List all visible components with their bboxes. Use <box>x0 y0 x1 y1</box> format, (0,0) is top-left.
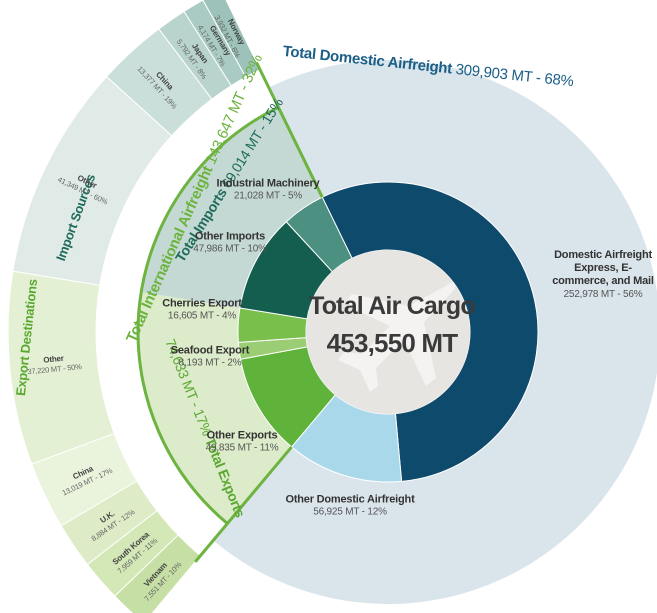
label-name: Other Imports <box>194 230 266 243</box>
industrial-label: Industrial Machinery 21,028 MT - 5% <box>217 177 320 202</box>
other-imports-label: Other Imports 47,986 MT - 10% <box>193 230 267 255</box>
label-name: Cherries Export <box>162 297 242 310</box>
chart-title: Total Air Cargo <box>309 292 475 320</box>
other-exports-label: Other Exports 49,835 MT - 11% <box>206 429 279 454</box>
express-label: Domestic Airfreight Express, E-commerce,… <box>547 249 657 301</box>
label-value: 49,835 MT - 11% <box>205 442 279 454</box>
label-name: Other Domestic Airfreight <box>285 493 415 506</box>
group-frame <box>136 105 280 525</box>
group-segment <box>141 107 323 308</box>
plane-icon <box>338 282 456 392</box>
label-value: 56,925 MT - 12% <box>313 506 387 518</box>
group-divider <box>255 61 324 198</box>
rings <box>7 0 657 613</box>
group-divider <box>194 445 293 563</box>
label-value: 8,193 MT - 2% <box>178 357 242 369</box>
cherries-label: Cherries Export 16,605 MT - 4% <box>162 297 242 322</box>
other-domestic-label: Other Domestic Airfreight 56,925 MT - 12… <box>285 493 414 518</box>
total-label: 453,550 MT <box>327 328 459 358</box>
label-name: Seafood Export <box>170 344 250 357</box>
label-value: 16,605 MT - 4% <box>167 310 237 322</box>
label-name: Other Exports <box>206 429 278 442</box>
label-value: 21,028 MT - 5% <box>233 190 303 202</box>
label-name: Domestic Airfreight Express, E-commerce,… <box>552 249 654 288</box>
label-value: 252,978 MT - 56% <box>563 288 643 300</box>
seafood-label: Seafood Export 8,193 MT - 2% <box>171 344 250 369</box>
label-name: Industrial Machinery <box>216 177 320 190</box>
label-value: 47,986 MT - 10% <box>193 243 267 255</box>
group-segment <box>138 291 292 524</box>
